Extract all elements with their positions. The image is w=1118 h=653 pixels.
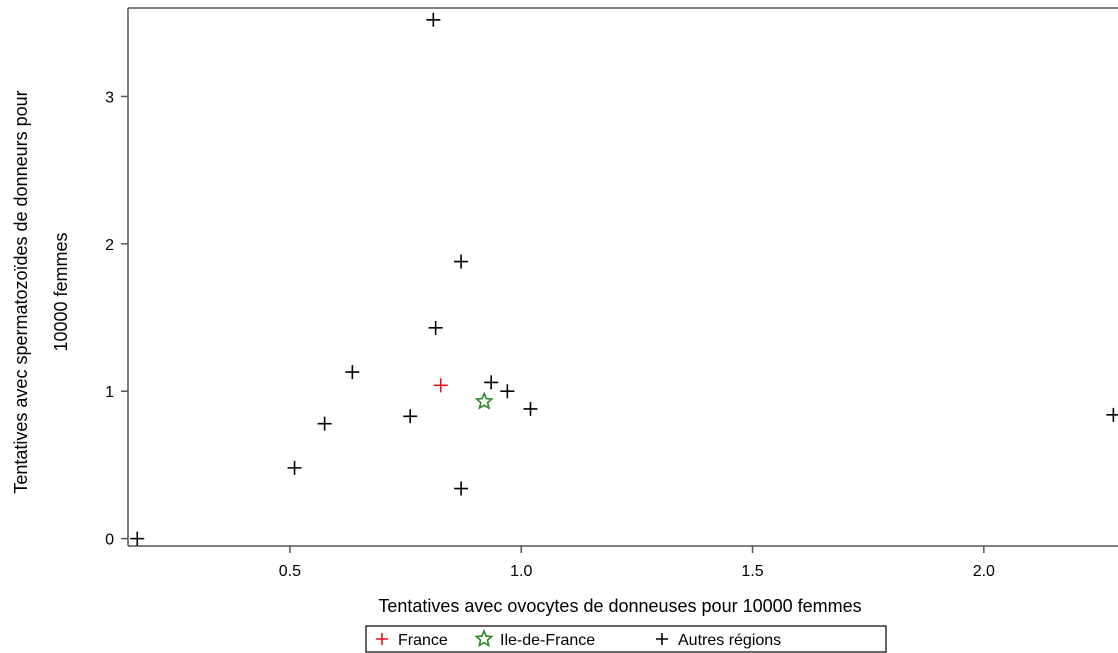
axes: 0 1 2 3 0.5 1.0 1.5 2.0 (105, 7, 1118, 580)
y-tick-label: 1 (105, 384, 114, 401)
y-tick-label: 0 (105, 532, 114, 549)
legend-marker (474, 628, 494, 648)
y-axis-label-line-2: 10000 femmes (51, 232, 71, 351)
data-point (474, 391, 494, 410)
y-axis-title: Tentatives avec spermatozoïdes de donneu… (11, 90, 71, 493)
legend-label: Autres régions (678, 632, 781, 649)
data-point (287, 460, 302, 475)
legend: France Ile-de-France Autres régions (365, 625, 887, 653)
data-points (130, 12, 1118, 546)
data-point (428, 320, 443, 335)
legend-marker (656, 633, 668, 645)
legend-label: Ile-de-France (500, 632, 595, 649)
x-tick-label: 1.5 (741, 563, 763, 580)
series-0 (433, 378, 448, 393)
data-point (403, 409, 418, 424)
data-point (345, 365, 360, 380)
data-point (454, 481, 469, 496)
data-point (426, 12, 441, 27)
legend-marker (376, 633, 388, 645)
series-2 (130, 12, 1118, 546)
y-tick-label: 2 (105, 237, 114, 254)
data-point (1106, 407, 1118, 422)
data-point (454, 254, 469, 269)
data-point (130, 531, 145, 546)
legend-label: France (398, 632, 448, 649)
x-tick-label: 1.0 (510, 563, 532, 580)
legend-box (365, 625, 887, 653)
data-point (500, 384, 515, 399)
series-1 (474, 391, 494, 410)
data-point (433, 378, 448, 393)
x-axis-title: Tentatives avec ovocytes de donneuses po… (378, 596, 861, 616)
x-tick-label: 0.5 (279, 563, 301, 580)
y-axis-label-line-1: Tentatives avec spermatozoïdes de donneu… (11, 90, 31, 493)
data-point (317, 416, 332, 431)
data-point (484, 375, 499, 390)
data-point (523, 401, 538, 416)
y-tick-label: 3 (105, 89, 114, 106)
x-tick-label: 2.0 (973, 563, 995, 580)
x-axis-label: Tentatives avec ovocytes de donneuses po… (378, 596, 861, 616)
